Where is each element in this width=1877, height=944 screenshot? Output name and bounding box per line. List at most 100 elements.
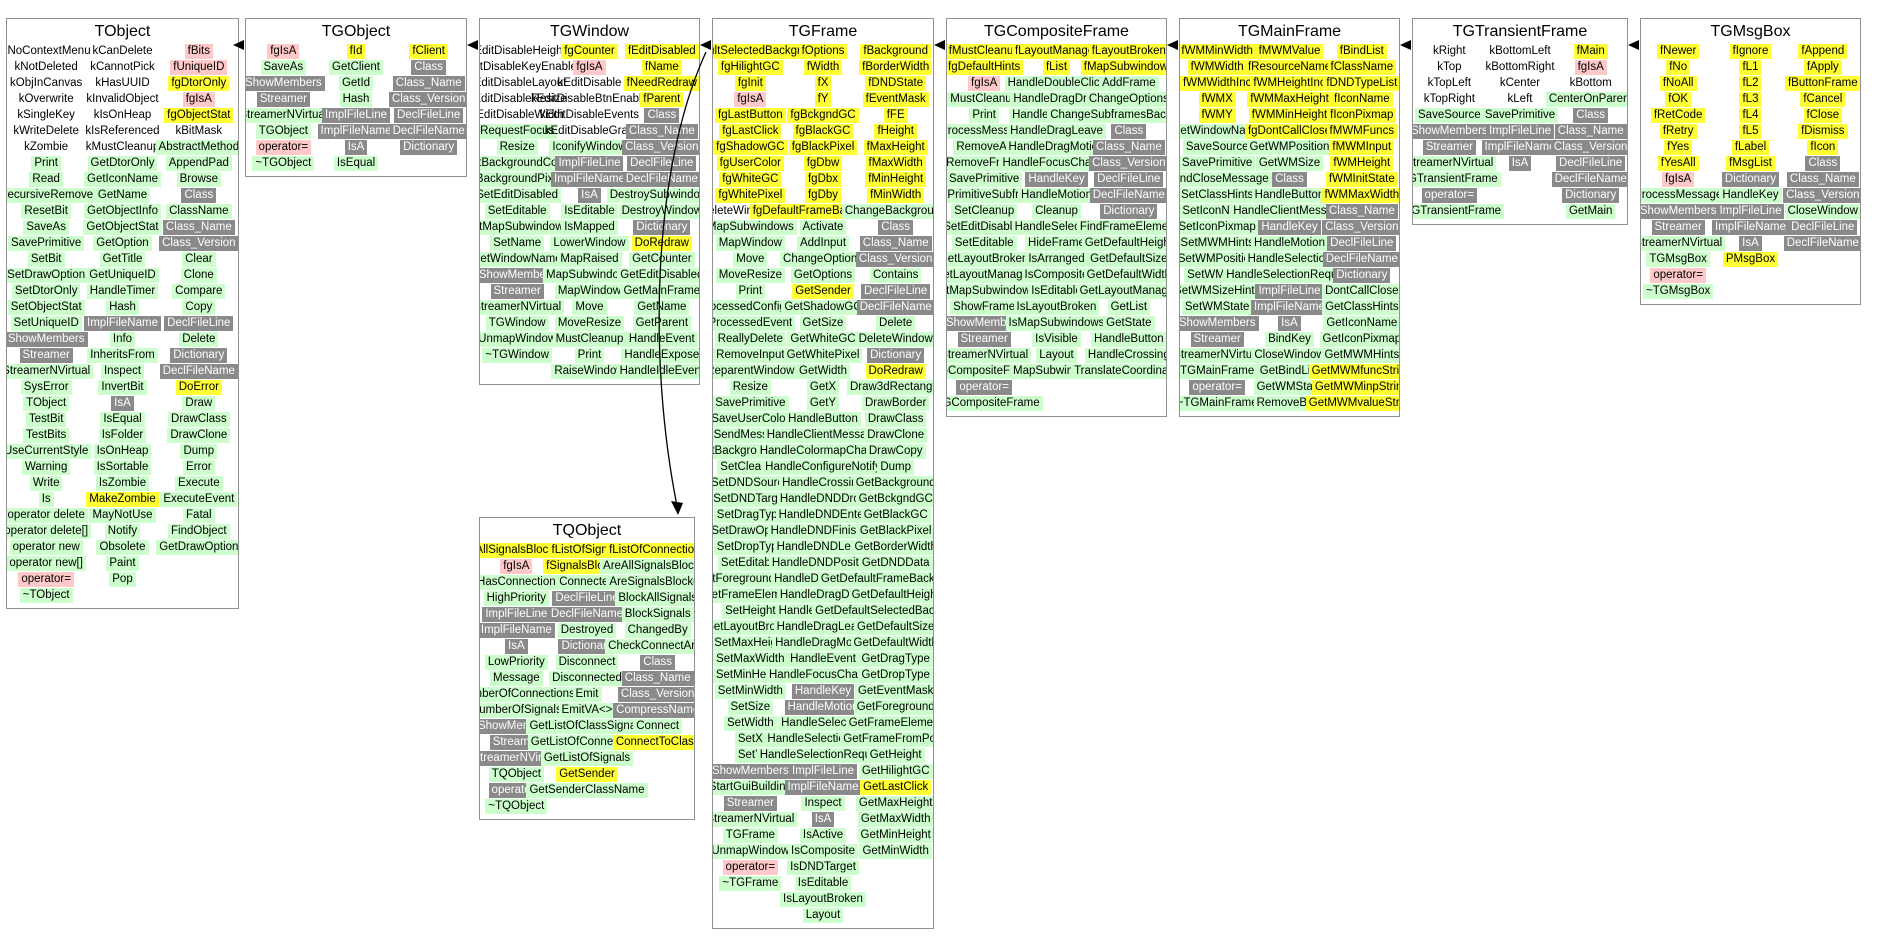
member-chip[interactable]: LowerWindow — [550, 236, 629, 251]
member-chip[interactable]: IsMapSubwindows — [1005, 316, 1108, 331]
member-chip[interactable]: SetEditable — [717, 556, 783, 571]
member-chip[interactable]: SetWMPosition — [1180, 252, 1260, 267]
member-chip[interactable]: Class_Version — [622, 140, 699, 155]
member-chip[interactable]: GetIconName — [1323, 316, 1399, 331]
member-chip[interactable]: fEventMask — [862, 92, 929, 107]
member-chip[interactable]: SaveSource — [1415, 108, 1484, 123]
member-chip[interactable]: kCanDelete — [92, 45, 153, 57]
member-chip[interactable]: GetMaxWidth — [857, 812, 933, 827]
member-chip[interactable]: TGMsgBox — [1646, 252, 1710, 267]
member-chip[interactable]: kEditDisableResize — [480, 93, 567, 105]
member-chip[interactable]: SetDropType — [713, 540, 787, 555]
member-chip[interactable]: SysError — [20, 380, 72, 395]
member-chip[interactable]: operator new — [9, 540, 83, 555]
member-chip[interactable]: ShowFrame — [950, 300, 1019, 315]
member-chip[interactable]: SetMaxWidth — [713, 652, 788, 667]
member-chip[interactable]: SaveAs — [260, 60, 307, 75]
member-chip[interactable]: fgIsA — [1574, 60, 1607, 75]
member-chip[interactable]: Emit — [572, 687, 602, 702]
member-chip[interactable]: Is — [38, 492, 54, 507]
member-chip[interactable]: GetClassHints — [1322, 300, 1399, 315]
member-chip[interactable]: Class_Name — [392, 76, 465, 91]
member-chip[interactable]: fgDontCallClose — [1244, 124, 1335, 139]
member-chip[interactable]: fList — [1042, 60, 1071, 75]
member-chip[interactable]: Dictionary — [1100, 204, 1158, 219]
member-chip[interactable]: Class_Name — [1554, 124, 1627, 139]
member-chip[interactable]: DoError — [175, 380, 222, 395]
member-chip[interactable]: EmitVA<> — [558, 703, 616, 718]
member-chip[interactable]: Class — [1111, 124, 1147, 139]
member-chip[interactable]: operator= — [1189, 380, 1245, 395]
member-chip[interactable]: kIsReferenced — [85, 125, 160, 137]
member-chip[interactable]: CheckConnectArgs — [605, 639, 694, 654]
member-chip[interactable]: HandleKey — [791, 684, 855, 699]
member-chip[interactable]: Dictionary — [633, 220, 691, 235]
member-chip[interactable]: SetMapSubwindows — [480, 220, 573, 235]
member-chip[interactable]: ImplFileLine — [482, 607, 551, 622]
member-chip[interactable]: BindKey — [1265, 332, 1314, 347]
member-chip[interactable]: GetCounter — [629, 252, 695, 267]
member-chip[interactable]: fMinHeight — [865, 172, 927, 187]
member-chip[interactable]: fBackground — [860, 44, 931, 59]
member-chip[interactable]: fWMY — [1198, 108, 1236, 123]
member-chip[interactable]: IsOnHeap — [93, 444, 152, 459]
member-chip[interactable]: Fatal — [183, 508, 215, 523]
member-chip[interactable]: SetBit — [27, 252, 65, 267]
member-chip[interactable]: MustCleanup — [552, 332, 627, 347]
member-chip[interactable]: kEditDisableHeight — [480, 45, 566, 57]
member-chip[interactable]: TObject — [23, 396, 70, 411]
member-chip[interactable]: GetIconPixmap — [1319, 332, 1399, 347]
member-chip[interactable]: SetMapSubwindows — [947, 284, 1040, 299]
member-chip[interactable]: fMapSubwindows — [1080, 60, 1166, 75]
member-chip[interactable]: kEditDisableGrab — [544, 125, 635, 137]
member-chip[interactable]: fWMMinWidth — [1180, 44, 1256, 59]
member-chip[interactable]: GetFrameFromPoint — [840, 732, 933, 747]
member-chip[interactable]: fgLastButton — [715, 108, 786, 123]
member-chip[interactable]: fWMX — [1198, 92, 1236, 107]
member-chip[interactable]: GetMinWidth — [859, 844, 932, 859]
member-chip[interactable]: ~TQObject — [485, 799, 548, 814]
member-chip[interactable]: fgAllSignalsBlocked — [480, 543, 570, 558]
member-chip[interactable]: fMaxWidth — [865, 156, 926, 171]
member-chip[interactable]: HandleEvent — [787, 652, 859, 667]
member-chip[interactable]: HandleSelection — [1244, 252, 1335, 267]
member-chip[interactable]: MapSubwindows — [543, 268, 636, 283]
member-chip[interactable]: GetDragType — [858, 652, 933, 667]
member-chip[interactable]: fgInit — [734, 76, 766, 91]
member-chip[interactable]: DestroyWindow — [618, 204, 699, 219]
member-chip[interactable]: GetBackground — [852, 476, 933, 491]
member-chip[interactable]: StreamerNVirtual — [1413, 156, 1497, 171]
member-chip[interactable]: GetListOfClassSignals — [526, 719, 648, 734]
member-chip[interactable]: AddInput — [796, 236, 850, 251]
member-chip[interactable]: ShowMembers — [1641, 204, 1720, 219]
member-chip[interactable]: Class_Name — [1325, 204, 1398, 219]
member-chip[interactable]: fIcon — [1807, 140, 1839, 155]
member-chip[interactable]: SetSize — [727, 700, 774, 715]
member-chip[interactable]: StreamerNVirtual — [480, 300, 565, 315]
member-chip[interactable]: GetMain — [1565, 204, 1616, 219]
member-chip[interactable]: Print — [574, 348, 605, 363]
member-chip[interactable]: Info — [109, 332, 136, 347]
member-chip[interactable]: AbstractMethod — [155, 140, 238, 155]
member-chip[interactable]: fCancel — [1800, 92, 1846, 107]
member-chip[interactable]: Streamer — [1651, 220, 1705, 235]
member-chip[interactable]: GetWMState — [1253, 380, 1326, 395]
member-chip[interactable]: DoRedraw — [865, 364, 926, 379]
member-chip[interactable]: kWriteDelete — [13, 125, 79, 137]
member-chip[interactable]: GetDefaultSize — [1087, 252, 1166, 267]
member-chip[interactable]: ChangedBy — [624, 623, 691, 638]
member-chip[interactable]: SetDNDTarget — [713, 492, 791, 507]
member-chip[interactable]: fgIsA — [968, 76, 1001, 91]
member-chip[interactable]: HandleDragMotion — [1005, 140, 1108, 155]
member-chip[interactable]: HandleIdleEvent — [616, 364, 699, 379]
member-chip[interactable]: fMustCleanup — [947, 44, 1023, 59]
member-chip[interactable]: GetList — [1107, 300, 1151, 315]
member-chip[interactable]: HandleDragLeave — [773, 620, 873, 635]
member-chip[interactable]: GetWhiteGC — [787, 332, 859, 347]
member-chip[interactable]: kLeft — [1507, 93, 1533, 105]
member-chip[interactable]: Move — [733, 252, 768, 267]
member-chip[interactable]: GetIconName — [84, 172, 161, 187]
member-chip[interactable]: SetLayoutBroken — [947, 252, 1032, 267]
member-chip[interactable]: Class_Name — [621, 671, 694, 686]
member-chip[interactable]: fL1 — [1739, 60, 1762, 75]
